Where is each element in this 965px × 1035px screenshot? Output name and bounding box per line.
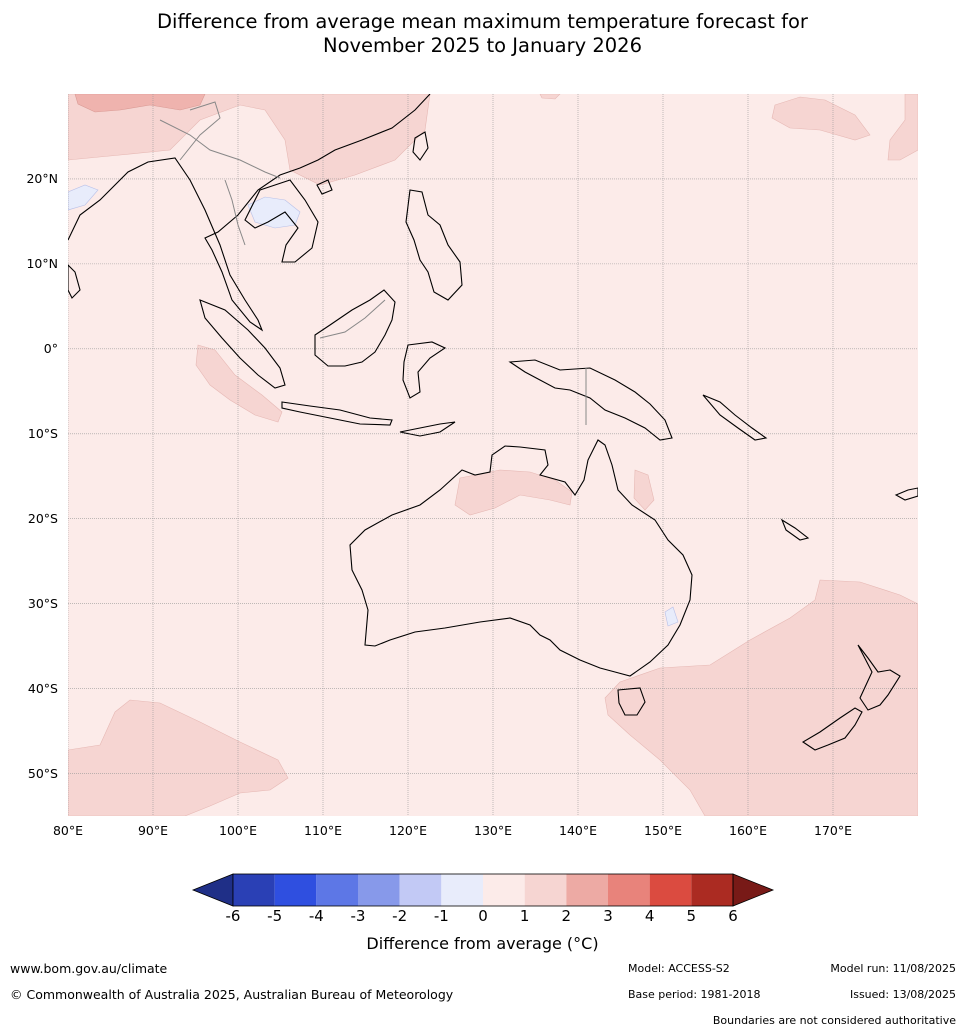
anomaly-region-sumatra-west — [195, 344, 283, 423]
anomaly-region-china-strong — [74, 94, 206, 113]
anomaly-region-tasman — [604, 579, 918, 816]
footer-disclaimer: Boundaries are not considered authoritat… — [712, 1014, 956, 1027]
colorbar-tick-label: -1 — [433, 907, 449, 925]
colorbar-segment — [649, 874, 692, 906]
lon-tick-label: 100°E — [218, 823, 258, 838]
lat-tick-label: 20°S — [27, 510, 58, 526]
map-title: Difference from average mean maximum tem… — [0, 10, 965, 58]
colorbar-segment — [274, 874, 317, 906]
colorbar-extend-low — [191, 873, 234, 907]
colorbar-segment — [483, 874, 525, 906]
footer-url[interactable]: www.bom.gov.au/climate — [10, 961, 168, 976]
title-line-2: November 2025 to January 2026 — [323, 34, 642, 57]
coastline-java — [281, 401, 393, 426]
coastline-taiwan — [412, 131, 429, 161]
colorbar-segment — [441, 874, 483, 906]
footer-issued: Issued: 13/08/2025 — [849, 988, 956, 1001]
lat-tick-label: 10°S — [27, 425, 58, 441]
anomaly-region-pacific-north — [771, 96, 871, 141]
lon-tick-label: 80°E — [52, 823, 84, 838]
border-borneo — [319, 299, 386, 339]
colorbar — [191, 873, 775, 907]
footer-copyright: © Commonwealth of Australia 2025, Austra… — [10, 987, 454, 1002]
anomaly-region-coral-sea — [633, 469, 655, 511]
colorbar-tick-label: 6 — [728, 907, 738, 925]
colorbar-tick-label: -6 — [225, 907, 241, 925]
colorbar-tick-label: 2 — [561, 907, 572, 925]
lat-tick-label: 0° — [43, 340, 58, 356]
lat-tick-label: 10°N — [26, 255, 58, 271]
colorbar-tick-label: 1 — [519, 907, 530, 925]
lat-tick-label: 20°N — [26, 170, 58, 186]
coastline-timor — [399, 421, 456, 437]
lon-tick-label: 130°E — [473, 823, 513, 838]
colorbar-tick-label: -3 — [350, 907, 366, 925]
colorbar-tick-label: 5 — [686, 907, 697, 925]
colorbar-segment — [691, 874, 733, 906]
anomaly-region-equator-east — [539, 94, 561, 100]
border-asia-2 — [224, 179, 246, 246]
anomaly-region-pacific-ne-edge — [887, 94, 918, 161]
lat-tick-label: 40°S — [27, 680, 58, 696]
lon-tick-label: 150°E — [643, 823, 683, 838]
lon-tick-label: 120°E — [388, 823, 428, 838]
colorbar-tick-label: 4 — [644, 907, 655, 925]
lon-tick-label: 160°E — [728, 823, 768, 838]
lat-tick-label: 30°S — [27, 595, 58, 611]
anomaly-region-indochina-cool — [247, 196, 301, 229]
lon-tick-label: 170°E — [813, 823, 853, 838]
colorbar-segment — [316, 874, 358, 906]
colorbar-tick-label: -2 — [392, 907, 408, 925]
title-line-1: Difference from average mean maximum tem… — [157, 10, 808, 33]
coastline-sulawesi — [402, 341, 447, 399]
colorbar-segment — [524, 874, 567, 906]
coastline-borneo — [314, 289, 396, 367]
coastlines — [68, 94, 918, 751]
coastline-sumatra — [199, 299, 286, 389]
footer-base-period: Base period: 1981-2018 — [628, 988, 761, 1001]
border-asia-3 — [179, 101, 221, 161]
footer-model: Model: ACCESS-S2 — [628, 962, 730, 975]
graticule — [68, 94, 918, 816]
footer-model-run: Model run: 11/08/2025 — [830, 962, 956, 975]
lon-tick-label: 90°E — [137, 823, 169, 838]
anomaly-region-north-australia — [454, 469, 573, 516]
anomaly-region-nsw-cool — [664, 606, 679, 627]
anomaly-region-bengal-cool — [68, 184, 99, 211]
colorbar-tick-label: 0 — [478, 907, 488, 925]
coastline-australia — [349, 439, 693, 677]
coastline-philippines — [405, 189, 463, 301]
anomaly-region-south-indian — [68, 699, 289, 816]
colorbar-frame — [232, 873, 734, 907]
coastline-mainland-asia — [68, 94, 431, 332]
coastline-solomons — [702, 394, 768, 441]
coastline-new-caledonia — [780, 518, 810, 541]
coastline-hainan — [316, 179, 333, 195]
national-borders — [159, 101, 587, 425]
border-asia-1 — [159, 119, 281, 179]
lon-tick-label: 140°E — [558, 823, 598, 838]
coastline-new-zealand-north — [857, 644, 901, 711]
colorbar-tick-label: -5 — [267, 907, 283, 925]
colorbar-segment — [608, 874, 650, 906]
coastline-fiji — [894, 487, 918, 501]
colorbar-label: Difference from average (°C) — [366, 934, 599, 953]
colorbar-extend-high — [732, 873, 775, 907]
colorbar-segment — [399, 874, 442, 906]
colorbar-tick-label: -4 — [308, 907, 324, 925]
coastline-new-zealand-south — [801, 707, 863, 751]
anomaly-layer — [68, 94, 918, 816]
lon-tick-label: 110°E — [303, 823, 343, 838]
colorbar-segment — [233, 874, 275, 906]
colorbar-segment — [566, 874, 608, 906]
coastline-sri-lanka — [68, 264, 81, 299]
coastline-indochina — [244, 179, 319, 263]
lat-tick-label: 50°S — [27, 765, 58, 781]
coastline-new-guinea — [508, 359, 673, 441]
colorbar-tick-label: 3 — [603, 907, 613, 925]
colorbar-segment — [358, 874, 400, 906]
coastline-tasmania — [617, 687, 646, 716]
